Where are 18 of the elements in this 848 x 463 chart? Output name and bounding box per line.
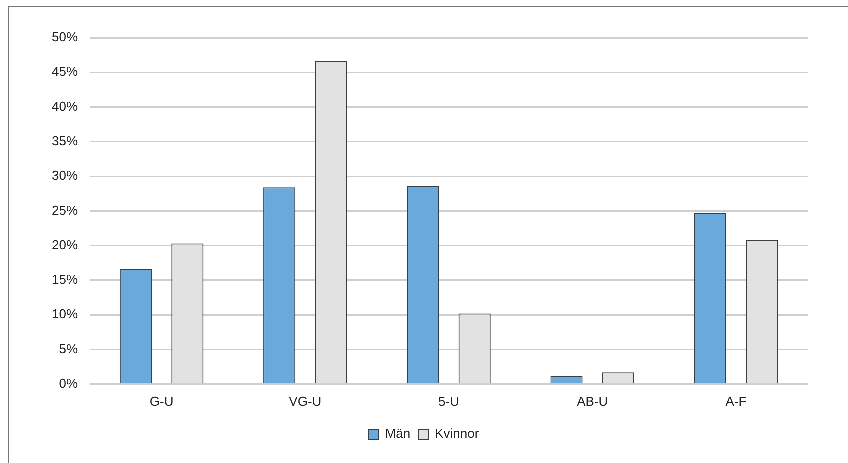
y-tick-label: 35%	[52, 134, 78, 148]
x-tick-label: A-F	[726, 394, 747, 409]
x-tick-label: 5-U	[438, 394, 460, 409]
x-tick-label: VG-U	[289, 394, 322, 409]
y-tick-label: 15%	[52, 272, 78, 288]
y-tick-label: 50%	[52, 30, 78, 45]
y-tick-label: 5%	[59, 341, 78, 356]
y-tick-label: 25%	[52, 202, 78, 218]
y-tick-label: 45%	[52, 64, 78, 80]
y-tick-label: 20%	[52, 237, 78, 252]
x-tick-label: G-U	[150, 394, 174, 409]
legend-label: Män	[385, 426, 411, 442]
y-tick-label: 40%	[52, 98, 78, 114]
x-tick-label: AB-U	[577, 394, 608, 409]
y-tick-label: 30%	[52, 168, 78, 184]
legend-label: Kvinnor	[435, 426, 480, 442]
y-tick-label: 10%	[52, 306, 78, 322]
y-tick-label: 0%	[59, 376, 78, 391]
